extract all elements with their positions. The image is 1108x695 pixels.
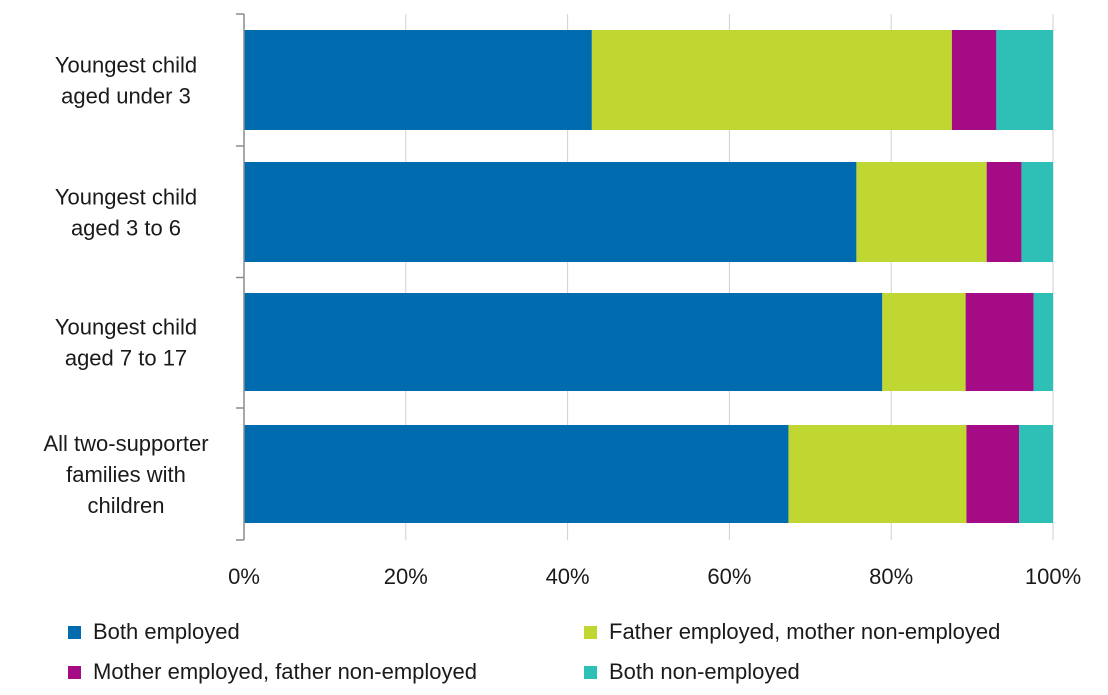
bar-segment [788, 425, 967, 523]
x-tick-label: 40% [546, 564, 590, 589]
bar-segment [1019, 425, 1053, 523]
legend-label: Both employed [93, 619, 240, 644]
category-label: Youngest child [55, 185, 197, 210]
legend-label: Mother employed, father non-employed [93, 659, 477, 684]
category-label: children [87, 493, 164, 518]
category-label: aged 7 to 17 [65, 346, 187, 371]
bar-segment [996, 30, 1053, 130]
category-label: aged under 3 [61, 84, 191, 109]
bar-segment [1033, 293, 1053, 391]
bar-segment [244, 162, 857, 262]
legend-swatch [68, 625, 81, 639]
legend-item: Both employed [68, 617, 240, 647]
legend-swatch [584, 625, 597, 639]
x-tick-label: 60% [707, 564, 751, 589]
bar-segment [244, 293, 883, 391]
x-tick-label: 80% [869, 564, 913, 589]
category-label: aged 3 to 6 [71, 216, 181, 241]
legend-item: Mother employed, father non-employed [68, 657, 477, 687]
bar-segment [882, 293, 966, 391]
bar-segment [1021, 162, 1053, 262]
legend-item: Both non-employed [584, 657, 800, 687]
category-label: families with [66, 462, 186, 487]
bar-segment [986, 162, 1022, 262]
x-tick-label: 0% [228, 564, 260, 589]
legend-label: Father employed, mother non-employed [609, 619, 1001, 644]
legend-label: Both non-employed [609, 659, 800, 684]
bar-segment [951, 30, 997, 130]
legend: Both employed Father employed, mother non… [0, 602, 1108, 692]
chart-svg: 0% 20% 40% 60% 80% 100% Youngest child aged und… [43, 13, 1081, 589]
axes: 0% 20% 40% 60% 80% 100% Youngest child aged und… [43, 13, 1081, 589]
category-label: Youngest child [55, 315, 197, 340]
legend-item: Father employed, mother non-employed [584, 617, 1000, 647]
category-label: Youngest child [55, 53, 197, 78]
x-tick-label: 100% [1025, 564, 1081, 589]
bar-segment [244, 30, 592, 130]
legend-swatch [584, 665, 597, 679]
bar-segment [966, 425, 1020, 523]
bars [244, 30, 1053, 523]
bar-segment [244, 425, 789, 523]
legend-swatch [68, 665, 81, 679]
bar-segment [856, 162, 987, 262]
x-tick-label: 20% [384, 564, 428, 589]
category-label: All two-supporter [43, 431, 208, 456]
bar-segment [591, 30, 952, 130]
bar-segment [965, 293, 1034, 391]
